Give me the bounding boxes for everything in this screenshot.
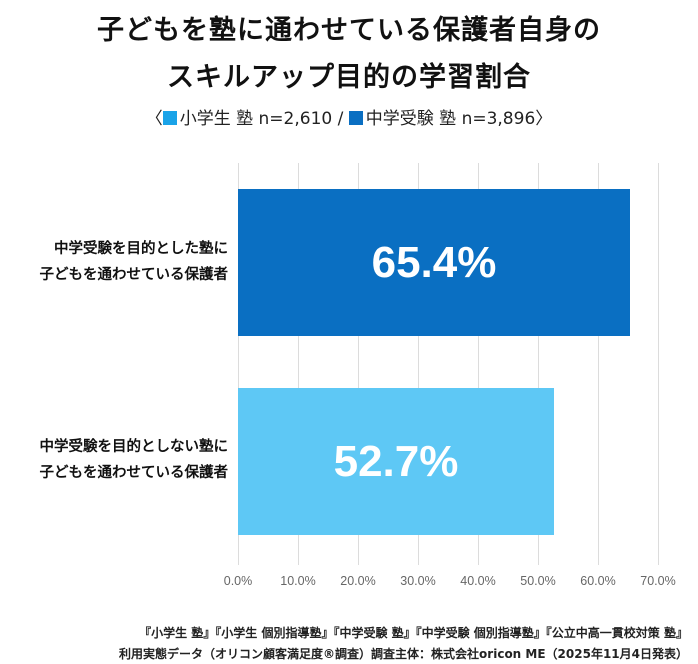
x-tick: 30.0% (400, 574, 436, 588)
category-label-line: 中学受験を目的とした塾に (54, 241, 228, 257)
legend-label-elementary: 小学生 塾 n=2,610 (179, 109, 333, 129)
category-label-line: 子どもを通わせている保護者 (39, 465, 229, 481)
gridline (658, 163, 659, 565)
category-label-non-exam: 中学受験を目的としない塾に 子どもを通わせている保護者 (40, 434, 229, 486)
gridline (418, 163, 419, 565)
x-tick: 10.0% (280, 574, 316, 588)
legend: 〈小学生 塾 n=2,610 / 中学受験 塾 n=3,896〉 (0, 104, 698, 129)
category-label-exam: 中学受験を目的とした塾に 子どもを通わせている保護者 (40, 236, 229, 288)
gridline (538, 163, 539, 565)
legend-close-bracket: 〉 (535, 109, 553, 129)
plot-area (238, 163, 659, 565)
gridline (238, 163, 239, 565)
legend-label-exam: 中学受験 塾 n=3,896 (365, 109, 536, 129)
legend-swatch-exam (348, 111, 363, 125)
bar-exam-purpose: 65.4% (238, 189, 630, 336)
legend-separator: / (332, 109, 349, 129)
legend-open-bracket: 〈 (145, 109, 163, 129)
gridline (298, 163, 299, 565)
gridline (598, 163, 599, 565)
footer-source-credit: 利用実態データ（オリコン顧客満足度®調査）調査主体：株式会社oricon ME（… (119, 647, 688, 661)
gridline (358, 163, 359, 565)
x-tick: 60.0% (580, 574, 616, 588)
bar-value-label: 65.4% (371, 237, 497, 287)
footer-source-categories: 『小学生 塾』『小学生 個別指導塾』『中学受験 塾』『中学受験 個別指導塾』『公… (139, 626, 688, 640)
chart-title-line1: 子どもを塾に通わせている保護者自身の (97, 15, 601, 46)
bar-non-exam-purpose: 52.7% (238, 388, 554, 535)
category-label-line: 中学受験を目的としない塾に (39, 439, 229, 455)
bar-value-label: 52.7% (333, 436, 459, 486)
x-tick: 50.0% (520, 574, 556, 588)
chart-title-line2: スキルアップ目的の学習割合 (167, 62, 531, 93)
category-label-line: 子どもを通わせている保護者 (39, 267, 229, 283)
legend-swatch-elementary (162, 111, 177, 125)
x-tick: 40.0% (460, 574, 496, 588)
x-tick: 70.0% (640, 574, 676, 588)
gridline (478, 163, 479, 565)
x-tick: 0.0% (223, 574, 253, 588)
x-tick: 20.0% (340, 574, 376, 588)
